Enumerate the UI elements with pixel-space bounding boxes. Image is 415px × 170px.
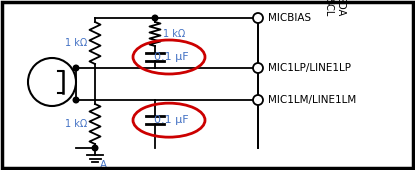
Circle shape [73, 65, 79, 71]
Text: 1 kΩ: 1 kΩ [65, 38, 87, 48]
Circle shape [28, 58, 76, 106]
Text: SDA: SDA [335, 0, 345, 16]
Text: 1 kΩ: 1 kΩ [65, 119, 87, 129]
Circle shape [253, 63, 263, 73]
Circle shape [253, 95, 263, 105]
Text: MICBIAS: MICBIAS [268, 13, 311, 23]
Text: 1 kΩ: 1 kΩ [163, 29, 185, 39]
Text: MIC1LP/LINE1LP: MIC1LP/LINE1LP [268, 63, 351, 73]
Text: SCL: SCL [323, 0, 333, 16]
Text: 0.1 μF: 0.1 μF [154, 52, 188, 62]
Circle shape [73, 97, 79, 103]
Circle shape [152, 15, 158, 21]
Circle shape [253, 13, 263, 23]
Text: 0.1 μF: 0.1 μF [154, 115, 188, 125]
Text: MIC1LM/LINE1LM: MIC1LM/LINE1LM [268, 95, 356, 105]
Circle shape [92, 145, 98, 151]
Text: A: A [100, 160, 107, 170]
